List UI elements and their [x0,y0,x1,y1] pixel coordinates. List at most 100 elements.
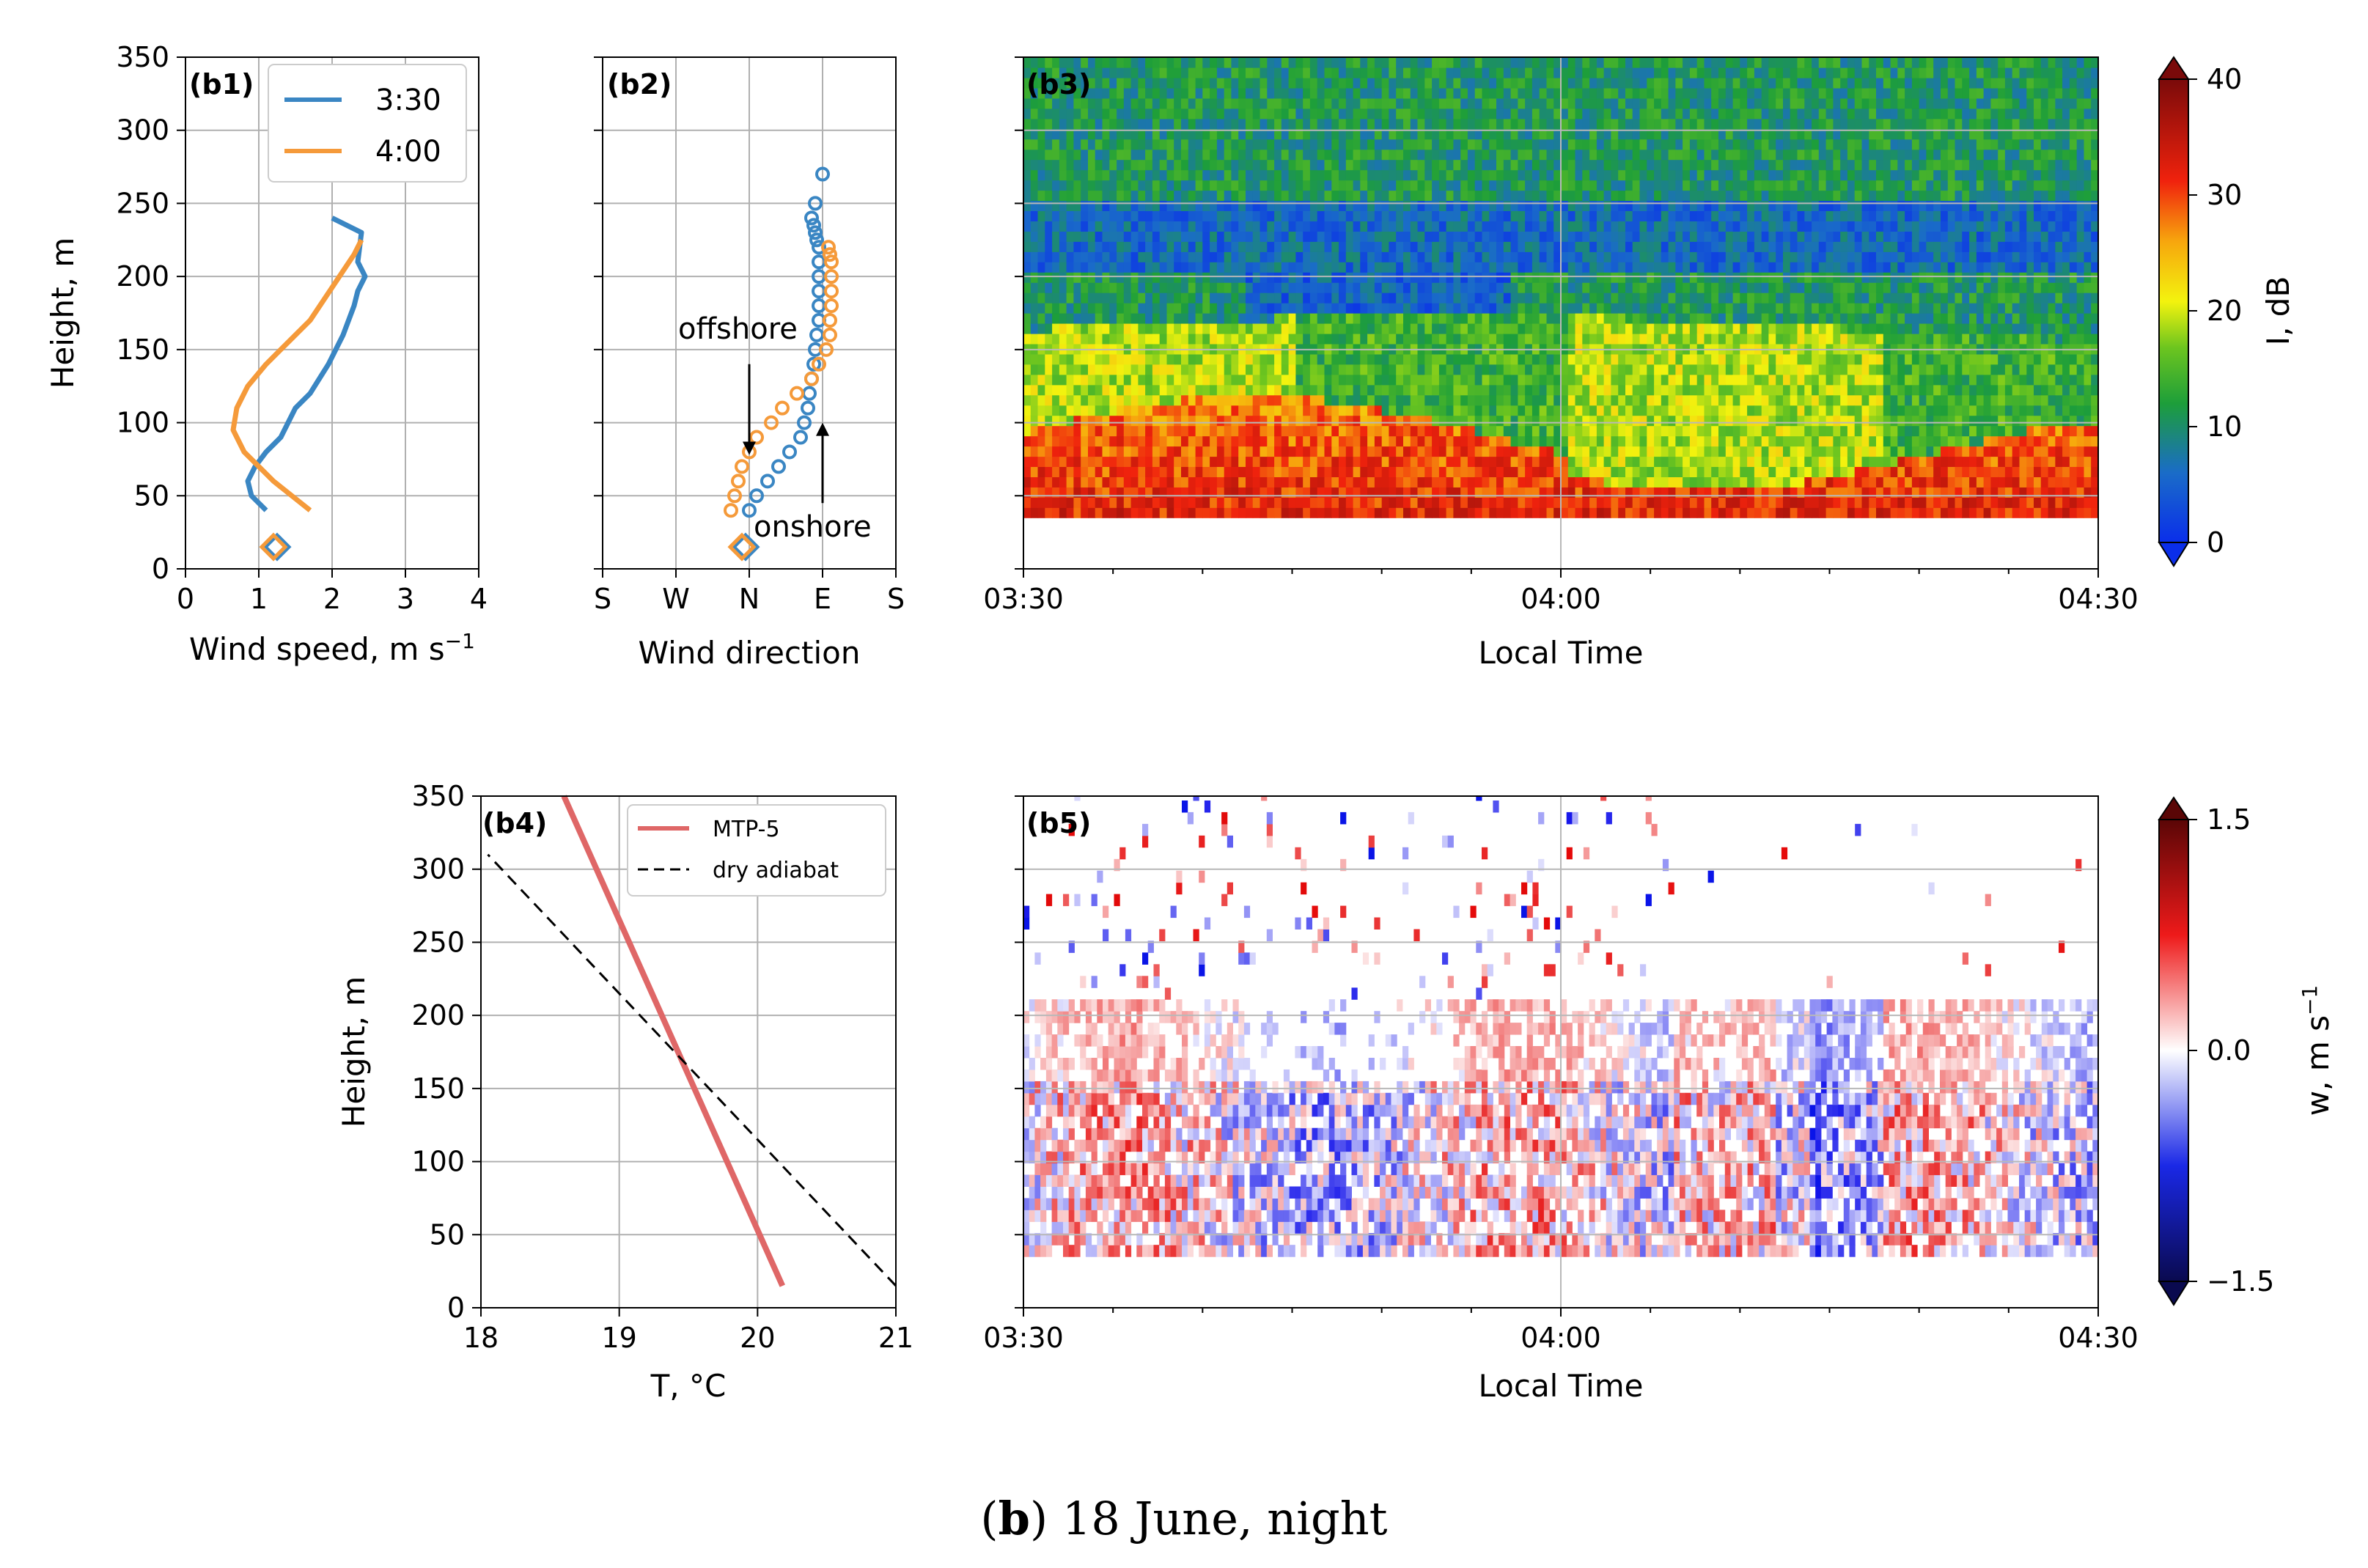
b3-cell [1776,497,1784,508]
b3-cell [1482,333,1490,345]
b3-cell [1754,87,1762,99]
b3-cell [1446,190,1454,202]
b3-cell [1324,67,1332,78]
b3-cell [1066,456,1074,467]
b3-cell [1661,139,1669,150]
b3-cell [1367,303,1375,314]
b3-cell [1303,210,1311,221]
b3-cell [1503,487,1512,498]
b3-cell [1188,180,1196,191]
b3-cell [1188,169,1196,181]
b3-cell [1553,108,1562,119]
b3-cell [1768,159,1776,171]
b3-cell [1503,292,1512,303]
b3-cell [1023,67,1032,78]
b3-cell [1145,364,1153,375]
b3-cell [1360,456,1368,467]
b3-cell [1654,425,1662,437]
b3-cell [1754,190,1762,202]
b3-cell [1123,251,1132,262]
b3-cell [1460,97,1468,109]
b3-cell [1109,394,1117,406]
b3-cell [1381,394,1390,406]
b3-cell [1611,466,1619,477]
b3-cell [1324,374,1332,386]
b3-cell [1668,446,1676,457]
b3-cell [1117,394,1125,406]
b3-cell [1518,333,1526,345]
b3-cell [1374,108,1383,119]
b3-cell [1611,118,1619,130]
b3-cell [1159,446,1168,457]
b3-cell [1618,128,1626,140]
b3-cell [1696,67,1705,78]
b3-cell [1188,210,1196,221]
b3-cell [1732,200,1740,211]
b3-cell [1532,446,1540,457]
b3-cell [1023,384,1032,396]
b3-cell [1367,272,1375,283]
b3-cell [1639,384,1647,396]
b3-cell [1632,210,1641,221]
b3-cell [1073,262,1081,273]
b3-cell [1166,231,1174,242]
b3-cell [1446,333,1454,345]
b3-cell [1195,425,1203,437]
b3-cell [1339,425,1347,437]
b3-cell [1109,272,1117,283]
b3-cell [1037,497,1045,508]
b3-cell [1603,251,1611,262]
b3-cell [1761,303,1770,314]
b3-cell [1353,221,1361,232]
b3-cell [1589,313,1597,324]
b3-cell [1639,487,1647,498]
b3-cell [1582,221,1590,232]
b3-cell [1503,251,1512,262]
b3-cell [1732,87,1740,99]
b3-cell [1059,169,1067,181]
b3-cell [1367,415,1375,427]
b3-cell [1145,384,1153,396]
b3-cell [1174,446,1182,457]
b3-cell [1202,497,1210,508]
b3-cell [1747,149,1755,161]
b3-cell [1747,272,1755,283]
b3-cell [1432,446,1440,457]
b3-cell [1309,292,1318,303]
b3-cell [1066,200,1074,211]
b3-cell [1460,241,1468,252]
b3-cell [1467,446,1476,457]
b3-cell [1718,262,1727,273]
b3-cell [1696,425,1705,437]
b3-cell [1403,394,1411,406]
b3-cell [1360,128,1368,140]
b3-cell [1238,425,1246,437]
b3-cell [1711,159,1719,171]
b3-cell [1396,394,1404,406]
b3-cell [1374,364,1383,375]
b3-cell [1446,108,1454,119]
b3-cell [1152,77,1161,89]
b3-cell [1632,353,1641,365]
b2-point [824,254,839,270]
b3-cell [1224,221,1232,232]
b3-cell [1453,251,1461,262]
b3-cell [1145,415,1153,427]
b3-cell [1567,159,1576,171]
b3-cell [1768,425,1776,437]
b3-cell [1123,313,1132,324]
b3-cell [1611,77,1619,89]
b3-cell [1303,108,1311,119]
b3-cell [1303,364,1311,375]
b3-cell [1518,139,1526,150]
b3-cell [1117,108,1125,119]
b3-cell [1331,77,1339,89]
b3-cell [1553,497,1562,508]
b3-cell [1052,435,1060,447]
b3-cell [1073,394,1081,406]
b3-cell [1030,487,1039,498]
b3-cell [1130,446,1139,457]
b3-cell [1188,313,1196,324]
b3-cell [1453,415,1461,427]
b3-cell [1510,507,1518,518]
